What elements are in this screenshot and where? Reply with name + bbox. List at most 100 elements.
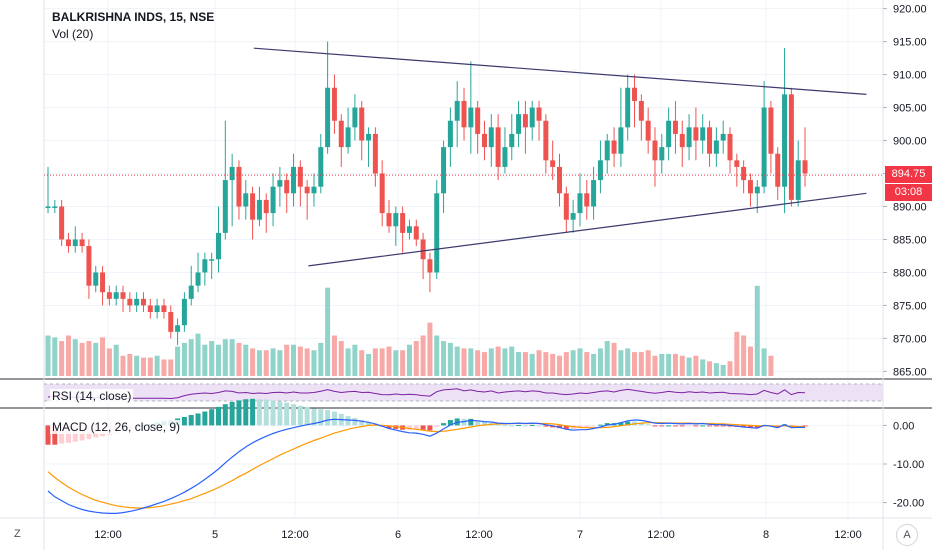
x-tick-label: 12:00 — [94, 529, 122, 541]
macd-histogram-bar — [441, 423, 447, 426]
volume-bar — [168, 359, 174, 376]
macd-histogram-bar — [45, 425, 51, 445]
candle-body — [338, 120, 344, 148]
candle-body — [754, 186, 760, 194]
candle-body — [127, 298, 133, 306]
volume-bar — [591, 353, 597, 376]
macd-histogram-bar — [720, 425, 726, 427]
candle-body — [509, 133, 515, 148]
volume-bar — [127, 353, 133, 376]
macd-pane — [45, 398, 808, 515]
zoom-button[interactable]: Z — [14, 528, 21, 540]
candle-body — [625, 87, 631, 128]
volume-bar — [154, 355, 160, 376]
macd-histogram-bar — [522, 425, 528, 427]
volume-bar — [413, 341, 419, 376]
macd-histogram-bar — [181, 416, 187, 426]
macd-label: MACD (12, 26, close, 9) — [50, 420, 183, 434]
candle-body — [434, 193, 440, 273]
price-tick-label: 880.00 — [893, 267, 927, 279]
candle-body — [720, 133, 726, 141]
candle-body — [222, 180, 228, 233]
volume-bar — [352, 344, 358, 376]
candle-body — [406, 226, 412, 233]
volume-bar — [86, 341, 92, 376]
macd-histogram-bar — [686, 425, 692, 427]
volume-bar — [79, 342, 85, 376]
volume-bar — [65, 335, 71, 376]
candle-body — [93, 272, 99, 286]
candle-body — [638, 100, 644, 121]
volume-bar — [543, 352, 549, 376]
candle-body — [734, 160, 740, 167]
volume-bar — [393, 350, 399, 376]
macd-histogram-bar — [413, 425, 419, 430]
macd-histogram-bar — [672, 425, 678, 427]
candle-body — [236, 166, 242, 207]
candle-body — [393, 213, 399, 227]
candle-body — [782, 94, 788, 187]
candle-body — [700, 127, 706, 141]
volume-bar — [222, 339, 228, 376]
macd-histogram-bar — [311, 408, 317, 426]
volume-bar — [93, 342, 99, 376]
volume-bar — [611, 342, 617, 376]
price-tick-label: 885.00 — [893, 234, 927, 246]
volume-bar — [441, 341, 447, 376]
macd-histogram-bar — [263, 399, 269, 426]
macd-histogram-bar — [584, 425, 590, 428]
volume-bar — [618, 350, 624, 376]
candle-body — [270, 186, 276, 214]
candle-body — [100, 272, 106, 293]
macd-histogram-bar — [591, 425, 597, 427]
candle-body — [372, 133, 378, 174]
candle-body — [454, 100, 460, 121]
macd-histogram-bar — [277, 401, 283, 426]
volume-bar — [454, 346, 460, 376]
volume-bar — [291, 344, 297, 376]
macd-histogram-bar — [270, 400, 276, 426]
macd-histogram-bar — [795, 425, 801, 427]
candle-body — [250, 193, 256, 220]
candle-body — [693, 127, 699, 141]
price-tick-label: 870.00 — [893, 333, 927, 345]
candle-body — [413, 226, 419, 240]
candle-body — [352, 107, 358, 128]
volume-bar — [679, 355, 685, 376]
candles — [45, 41, 808, 346]
x-tick-label: 7 — [577, 529, 583, 541]
candle-body — [52, 206, 58, 208]
volume-bars — [45, 285, 774, 376]
volume-bar — [536, 350, 542, 376]
candle-body — [345, 127, 351, 148]
candle-body — [591, 180, 597, 207]
macd-histogram-bar — [693, 425, 699, 427]
candle-body — [366, 133, 372, 141]
candle-body — [65, 239, 71, 247]
macd-histogram-bar — [713, 425, 719, 427]
candle-body — [761, 107, 767, 187]
auto-scale-button[interactable]: A — [896, 524, 918, 546]
candle-body — [666, 120, 672, 148]
candle-body — [216, 232, 221, 260]
candle-body — [441, 147, 447, 194]
volume-bar — [304, 348, 310, 376]
volume-bar — [406, 344, 412, 376]
candle-body — [707, 127, 713, 154]
candle-body — [488, 127, 494, 148]
candle-body — [475, 107, 481, 134]
last-price-badge: 894.75 — [885, 166, 932, 183]
macd-histogram-bar — [700, 425, 706, 427]
macd-histogram-bar — [543, 425, 549, 427]
macd-histogram-bar — [304, 406, 310, 426]
macd-histogram-bar — [65, 425, 71, 443]
volume-bar — [713, 363, 719, 376]
volume-bar — [632, 352, 638, 376]
candle-body — [147, 305, 153, 313]
volume-bar — [475, 350, 481, 376]
x-tick-label: 12:00 — [281, 529, 309, 541]
macd-histogram-bar — [359, 420, 365, 426]
candle-body — [584, 193, 590, 207]
candle-body — [106, 292, 112, 299]
